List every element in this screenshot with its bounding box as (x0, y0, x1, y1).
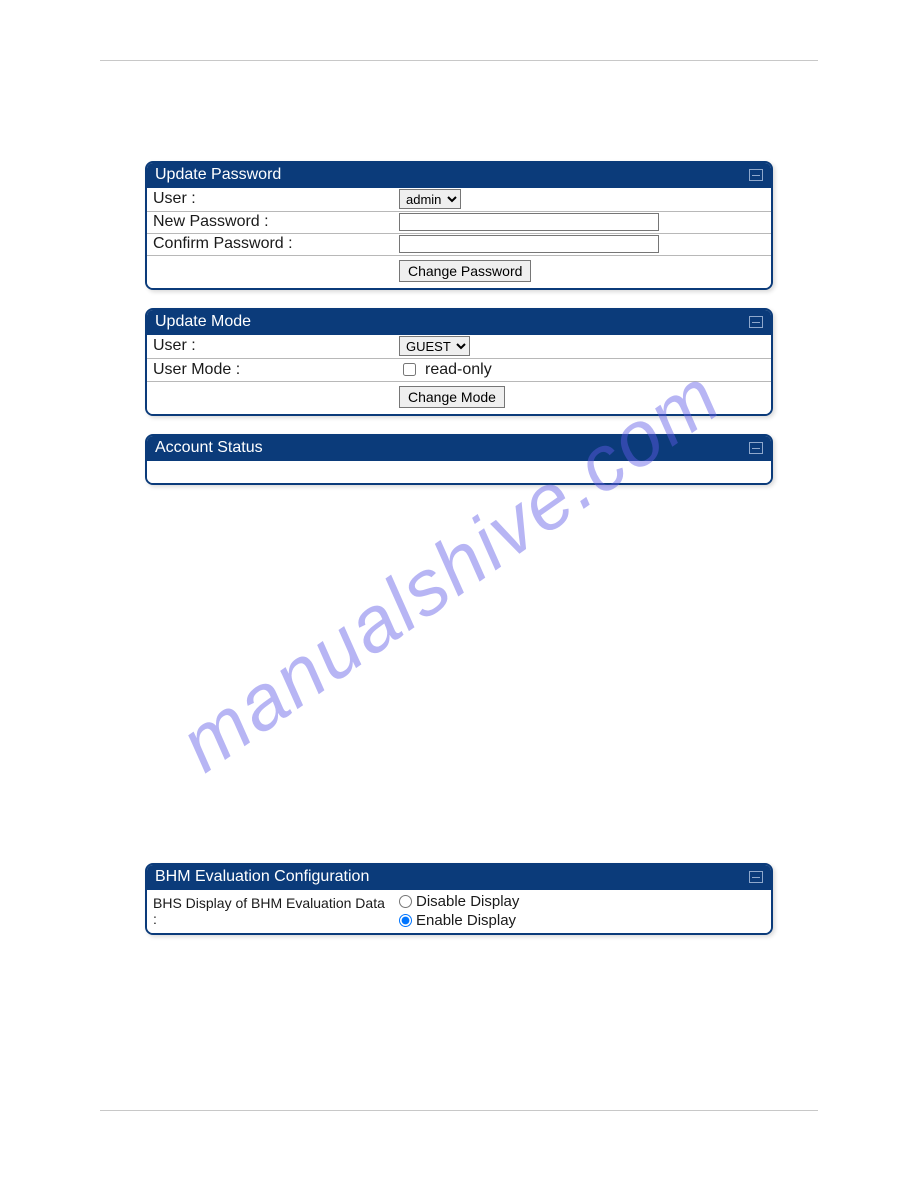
collapse-icon[interactable] (749, 871, 763, 883)
collapse-icon[interactable] (749, 316, 763, 328)
mode-user-label: User : (147, 336, 397, 357)
new-password-input[interactable] (399, 213, 659, 231)
update-password-title: Update Password (155, 166, 281, 184)
confirm-password-label: Confirm Password : (147, 234, 397, 255)
enable-display-radio[interactable] (399, 914, 412, 927)
update-mode-header: Update Mode (147, 310, 771, 335)
user-select[interactable]: admin (399, 189, 461, 209)
confirm-password-input[interactable] (399, 235, 659, 253)
user-mode-label: User Mode : (147, 360, 397, 381)
new-password-label: New Password : (147, 212, 397, 233)
account-status-empty (147, 461, 771, 483)
collapse-icon[interactable] (749, 169, 763, 181)
disable-display-radio[interactable] (399, 895, 412, 908)
mode-user-select[interactable]: GUEST (399, 336, 470, 356)
account-status-header: Account Status (147, 436, 771, 461)
bhm-display-row: BHS Display of BHM Evaluation Data : Dis… (147, 890, 771, 933)
update-mode-title: Update Mode (155, 313, 251, 331)
account-status-title: Account Status (155, 439, 263, 457)
bhm-eval-panel: BHM Evaluation Configuration BHS Display… (145, 863, 773, 935)
enable-display-label: Enable Display (416, 912, 516, 929)
collapse-icon[interactable] (749, 442, 763, 454)
confirm-password-row: Confirm Password : (147, 234, 771, 256)
user-row: User : admin (147, 188, 771, 212)
user-label: User : (147, 189, 397, 210)
bottom-rule (100, 1110, 818, 1111)
update-password-panel: Update Password User : admin New Passwor… (145, 161, 773, 290)
new-password-row: New Password : (147, 212, 771, 234)
bhm-eval-header: BHM Evaluation Configuration (147, 865, 771, 890)
update-password-header: Update Password (147, 163, 771, 188)
disable-display-label: Disable Display (416, 893, 519, 910)
mode-user-row: User : GUEST (147, 335, 771, 359)
readonly-label: read-only (425, 361, 492, 379)
change-password-button[interactable]: Change Password (399, 260, 531, 282)
bhm-eval-title: BHM Evaluation Configuration (155, 868, 369, 886)
change-mode-button[interactable]: Change Mode (399, 386, 505, 408)
user-mode-row: User Mode : read-only (147, 359, 771, 382)
bhm-display-label: BHS Display of BHM Evaluation Data : (147, 894, 397, 929)
account-status-panel: Account Status (145, 434, 773, 485)
update-mode-panel: Update Mode User : GUEST User Mode : rea… (145, 308, 773, 416)
readonly-checkbox[interactable] (403, 363, 416, 376)
